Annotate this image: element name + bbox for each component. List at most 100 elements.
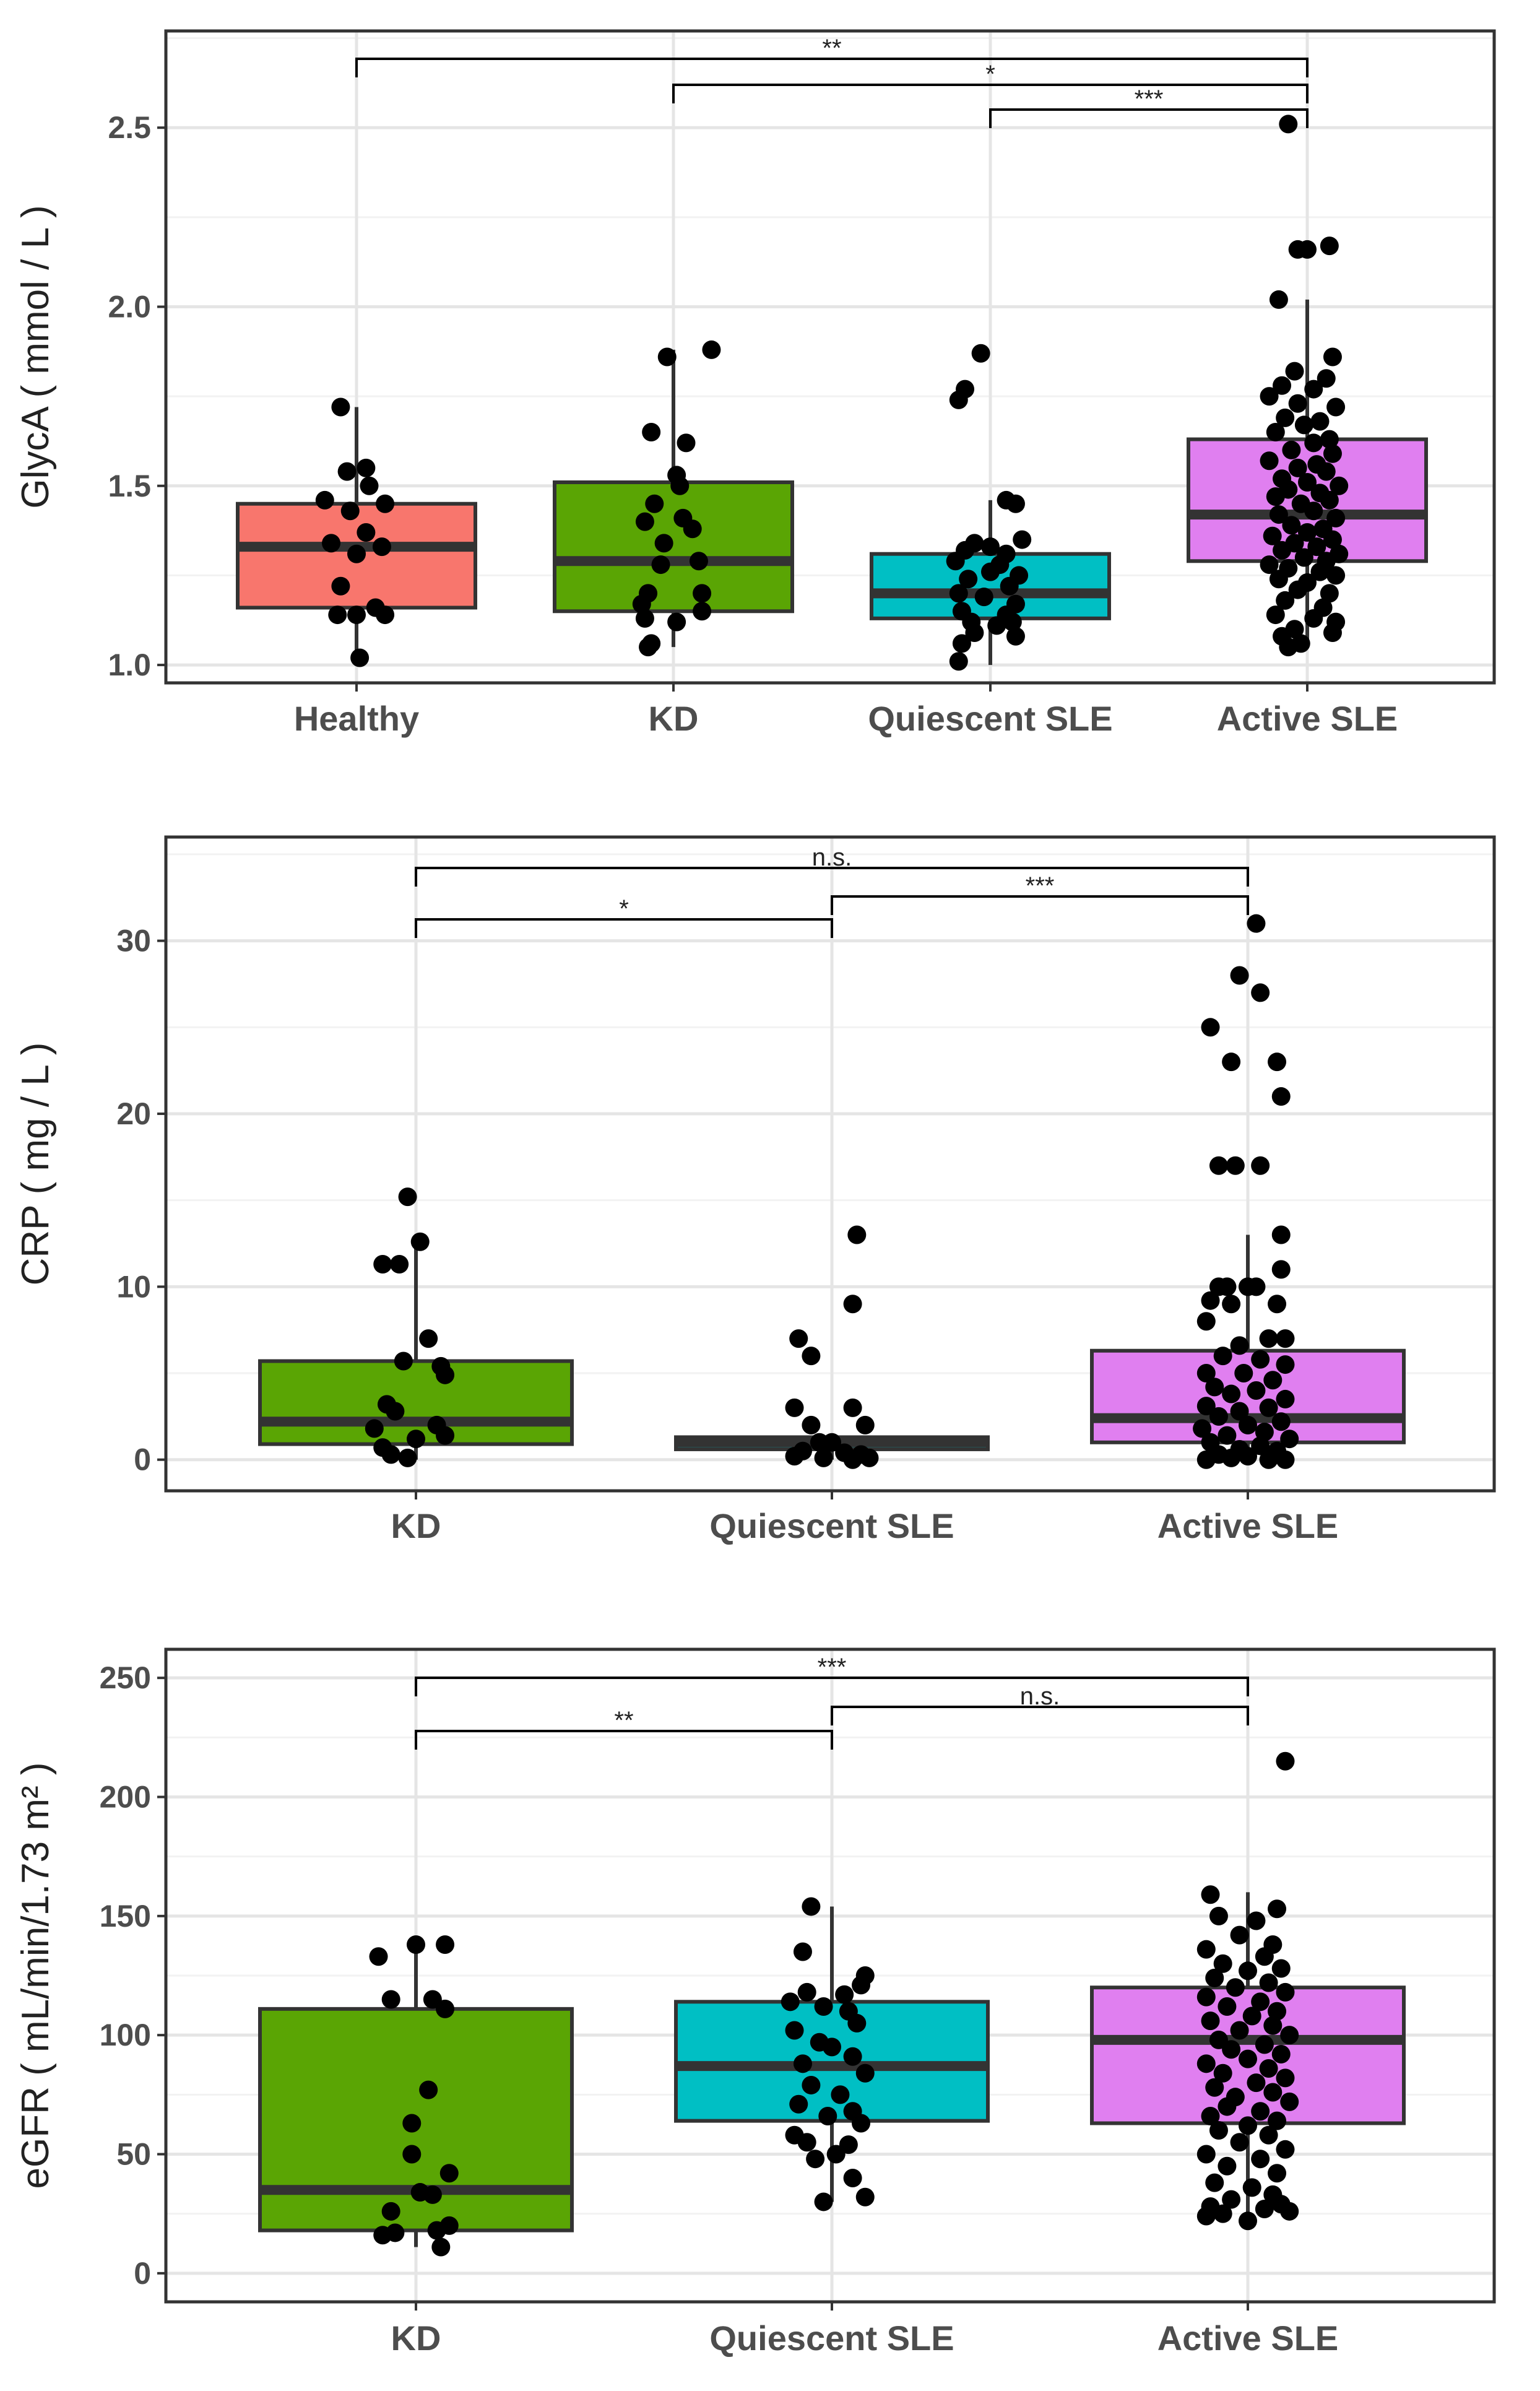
data-point xyxy=(1222,2190,1241,2209)
data-point xyxy=(1251,2102,1270,2121)
data-point xyxy=(394,1352,413,1371)
data-point xyxy=(693,584,712,603)
data-point xyxy=(1242,2178,1261,2197)
data-point xyxy=(847,1225,867,1244)
data-point xyxy=(1268,2164,1287,2183)
data-point xyxy=(1209,2121,1228,2140)
data-point xyxy=(1268,2002,1287,2021)
data-point xyxy=(1330,476,1349,495)
y-tick-label: 2.0 xyxy=(108,290,151,324)
data-point xyxy=(855,2187,875,2207)
data-point xyxy=(1218,2156,1237,2176)
data-point xyxy=(1326,397,1346,417)
data-point xyxy=(797,2133,816,2152)
data-point xyxy=(1317,462,1336,481)
data-point xyxy=(1307,537,1326,557)
data-point xyxy=(1003,612,1022,631)
data-point xyxy=(1285,362,1304,381)
data-point xyxy=(1260,387,1279,406)
data-point xyxy=(806,2150,825,2169)
data-point xyxy=(1323,444,1342,463)
significance-bracket xyxy=(831,895,1249,915)
data-point xyxy=(1263,526,1282,545)
y-axis-title: CRP ( mg / L ) xyxy=(14,1043,57,1286)
data-point xyxy=(1276,591,1295,610)
data-point xyxy=(1205,1378,1224,1397)
data-point xyxy=(1251,1156,1270,1175)
data-point xyxy=(369,1947,388,1966)
data-point xyxy=(826,2145,846,2164)
data-point xyxy=(1276,2068,1295,2088)
data-point xyxy=(802,2075,821,2094)
data-point xyxy=(645,494,664,513)
data-point xyxy=(1280,1430,1299,1449)
egfr-panel: 0 50 100 150 200 250 KD Quiescent SLE Active SLE… xyxy=(14,1647,1496,2358)
data-point xyxy=(1196,1312,1216,1331)
data-point xyxy=(1260,555,1279,575)
data-point xyxy=(1239,2116,1257,2135)
data-point xyxy=(1209,1156,1228,1175)
data-point xyxy=(1218,1997,1237,2016)
data-point xyxy=(789,1329,808,1348)
data-point xyxy=(1006,494,1025,513)
data-point xyxy=(1213,2204,1232,2223)
data-point xyxy=(639,638,658,657)
data-point xyxy=(860,1448,879,1467)
data-point xyxy=(1259,2125,1278,2145)
data-point xyxy=(423,2185,442,2204)
x-category-label: Quiescent SLE xyxy=(709,1506,954,1545)
data-point xyxy=(949,584,968,603)
data-point xyxy=(419,2080,438,2099)
data-point xyxy=(1323,530,1342,549)
data-point xyxy=(670,476,690,495)
data-point xyxy=(1006,627,1025,646)
significance-bracket xyxy=(355,58,1309,77)
data-point xyxy=(1263,2016,1283,2035)
data-point xyxy=(439,2164,459,2183)
data-point xyxy=(702,340,721,359)
data-point xyxy=(1222,1295,1241,1314)
data-point xyxy=(1226,1156,1245,1175)
data-point xyxy=(1239,2211,1257,2231)
y-tick-label: 30 xyxy=(116,924,151,958)
data-point xyxy=(1218,1277,1237,1296)
significance-label: n.s. xyxy=(1020,1683,1060,1710)
data-point xyxy=(1247,1277,1266,1296)
data-point xyxy=(1205,2078,1224,2097)
data-point xyxy=(965,623,984,642)
data-point xyxy=(398,1448,417,1467)
data-point xyxy=(1304,380,1323,399)
data-point xyxy=(1276,1450,1295,1469)
y-tick-label: 0 xyxy=(134,1443,151,1477)
significance-bracket xyxy=(415,1677,1249,1696)
data-point xyxy=(1323,623,1342,642)
data-point xyxy=(1273,376,1292,395)
x-category-label: Quiescent SLE xyxy=(709,2319,954,2358)
data-point xyxy=(373,1255,392,1274)
data-point xyxy=(1279,638,1298,657)
data-point xyxy=(1205,1968,1224,1987)
y-tick-label: 1.5 xyxy=(108,469,151,503)
data-point xyxy=(855,1415,875,1434)
data-point xyxy=(1196,1940,1216,1959)
significance-bracket xyxy=(672,84,1309,103)
box-kd xyxy=(553,480,794,614)
significance-label: * xyxy=(619,895,629,922)
data-point xyxy=(402,2114,422,2133)
significance-bracket xyxy=(415,918,833,938)
data-point xyxy=(347,605,366,625)
data-point xyxy=(689,552,708,571)
data-point xyxy=(654,534,673,553)
data-point xyxy=(693,602,712,621)
data-point xyxy=(1268,1295,1287,1314)
data-point xyxy=(1251,2150,1270,2169)
significance-bracket xyxy=(415,867,1249,887)
data-point xyxy=(1196,2054,1216,2073)
data-point xyxy=(419,1329,438,1348)
y-tick-label: 150 xyxy=(100,1899,151,1933)
box-healthy xyxy=(236,501,477,610)
data-point xyxy=(1271,1225,1291,1244)
data-point xyxy=(642,423,661,441)
data-point xyxy=(372,537,391,557)
